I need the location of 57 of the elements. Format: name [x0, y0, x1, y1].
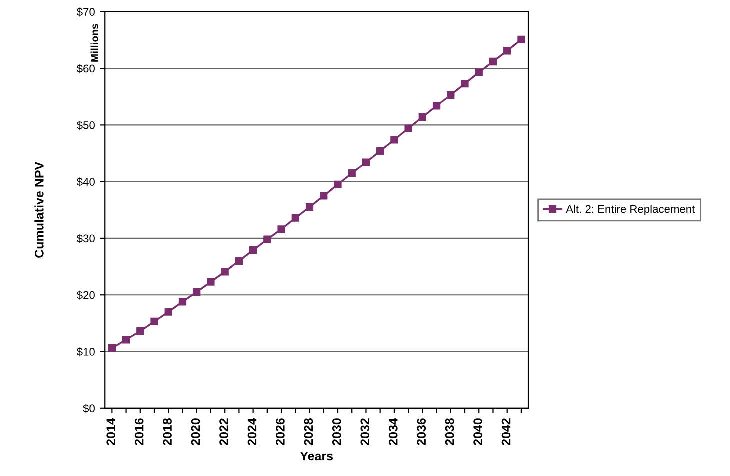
- point: [320, 192, 328, 200]
- x-axis-title: Years: [300, 452, 333, 461]
- point: [278, 226, 286, 234]
- point: [475, 68, 483, 76]
- y-tick-label: $40: [76, 178, 95, 187]
- point: [504, 47, 512, 55]
- x-tick-label: 2024: [248, 418, 257, 446]
- y-tick-label: $10: [76, 348, 95, 357]
- point: [362, 158, 370, 166]
- point: [221, 268, 229, 276]
- point: [150, 318, 158, 326]
- x-tick-label: 2040: [474, 418, 482, 446]
- y-axis-title: Cumulative NPV: [34, 162, 44, 258]
- point: [235, 257, 244, 265]
- point: [178, 298, 187, 306]
- point: [108, 344, 116, 352]
- point: [432, 102, 441, 110]
- point: [122, 336, 130, 344]
- text: Millions: [90, 24, 98, 62]
- point: [518, 36, 526, 44]
- point: [306, 204, 314, 212]
- x-tick-label: 2030: [332, 418, 342, 446]
- x-tick-label: 2042: [502, 418, 511, 446]
- x-tick-label: 2032: [360, 418, 370, 446]
- x-tick-label: 2034: [388, 418, 398, 446]
- point: [136, 328, 144, 336]
- y-tick-label: $0: [83, 404, 95, 414]
- y-tick-label: $70: [76, 8, 95, 17]
- x-tick-label: 2020: [191, 418, 200, 446]
- y-tick-label: $20: [76, 290, 95, 300]
- point: [447, 91, 455, 99]
- point: [348, 170, 356, 178]
- x-tick-label: 2028: [304, 418, 314, 446]
- y-tick-label: $60: [76, 64, 95, 74]
- x-tick-label: 2016: [134, 418, 144, 446]
- point: [207, 278, 215, 286]
- point: [249, 246, 258, 254]
- legend-label: Alt. 2: Entire Replacement: [566, 204, 696, 216]
- point: [376, 147, 384, 156]
- x-tick-label: 2026: [276, 418, 285, 446]
- point: [193, 288, 201, 296]
- point: [264, 236, 272, 244]
- point: [404, 124, 412, 132]
- point: [164, 308, 172, 316]
- point: [489, 58, 498, 66]
- x-tick-label: 2038: [445, 418, 454, 446]
- point: [390, 136, 398, 144]
- x-tick-label: 2022: [220, 418, 228, 446]
- point: [461, 80, 469, 88]
- point: [418, 113, 426, 122]
- y-tick-label: $50: [76, 120, 95, 130]
- point: [334, 180, 342, 188]
- x-tick-label: 2014: [106, 418, 116, 446]
- x-tick-label: 2018: [163, 418, 172, 446]
- point: [292, 214, 300, 222]
- y-tick-label: $30: [76, 234, 95, 244]
- x-tick-label: 2036: [417, 418, 426, 446]
